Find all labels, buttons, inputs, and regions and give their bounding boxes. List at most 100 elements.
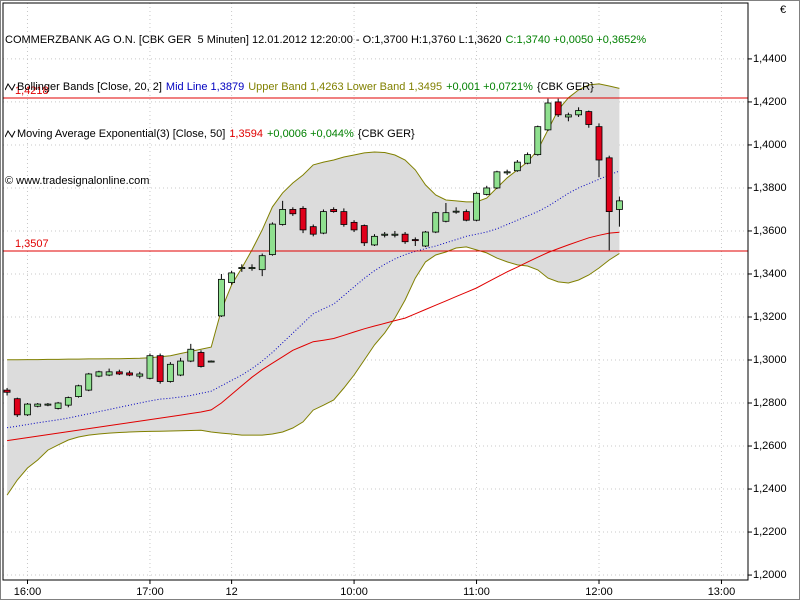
ema-line — [7, 231, 620, 442]
candle-body — [217, 278, 225, 317]
y-tick-label: 1,3600 — [753, 225, 787, 237]
candle-body — [44, 403, 52, 406]
x-tick-label: 16:00 — [14, 586, 42, 598]
indicator-icon — [4, 129, 16, 138]
header-text: +0,0006 +0,044% — [266, 127, 354, 140]
candle-body — [575, 110, 582, 116]
y-tick-label: 1,3200 — [753, 311, 787, 323]
candle-body — [115, 371, 123, 375]
candle-body — [248, 267, 256, 269]
lower-band — [6, 246, 620, 496]
header-text: Moving Average Exponential(3) [Close, 50… — [17, 127, 226, 140]
header: COMMERZBANK AG O.N. [CBK GER 5 Minuten] … — [4, 2, 650, 205]
candle-body — [54, 402, 62, 409]
candle-body — [554, 101, 562, 116]
candle-body — [289, 209, 297, 215]
y-tick-label: 1,4400 — [753, 53, 787, 65]
candle-body — [513, 161, 521, 172]
candle-body — [258, 255, 266, 271]
candle-body — [503, 171, 511, 174]
candle-body — [422, 231, 429, 247]
header-text: C:1,3740 +0,0050 +0,3652% — [505, 34, 647, 47]
candle-body — [564, 114, 572, 118]
candle-body — [381, 233, 389, 236]
header-line: Moving Average Exponential(3) [Close, 50… — [4, 127, 650, 143]
candle-body — [105, 371, 113, 376]
y-tick-label: 1,2600 — [753, 440, 787, 452]
x-tick-label: 13:00 — [708, 586, 736, 598]
header-text: Mid Line 1,3879 — [165, 80, 245, 93]
header-text: +0,001 +0,0721% — [446, 80, 533, 93]
candle-body — [371, 235, 378, 246]
candle-body — [605, 157, 613, 213]
candle-body — [13, 398, 21, 416]
y-tick-label: 1,3000 — [753, 354, 787, 366]
candle-body — [473, 192, 480, 221]
candle-body — [585, 111, 593, 125]
x-tick-label: 11:00 — [463, 586, 490, 598]
x-tick-label: 12 — [225, 586, 237, 598]
y-tick-label: 1,2200 — [753, 526, 787, 538]
candle-body — [166, 363, 174, 382]
candle-body — [309, 226, 317, 235]
candle-body — [95, 371, 103, 377]
candle-body — [136, 373, 144, 377]
candle-body — [299, 207, 307, 231]
candle-body — [432, 212, 440, 233]
level-label: 1,4218 — [15, 85, 49, 97]
candle-body — [3, 389, 11, 393]
candle-body — [207, 360, 215, 363]
candle-body — [238, 267, 246, 269]
y-tick-label: 1,3800 — [753, 182, 787, 194]
candle-body — [330, 209, 338, 213]
header-line: Bollinger Bands [Close, 20, 2] Mid Line 1… — [4, 80, 650, 96]
candle-body — [350, 221, 358, 231]
candle-body — [401, 233, 409, 243]
plot-border — [2, 2, 749, 581]
candle-body — [156, 355, 164, 382]
candle-body — [391, 233, 399, 236]
candle-body — [616, 200, 623, 210]
candle-body — [126, 372, 133, 376]
candle-body — [228, 272, 236, 283]
indicator-icon — [4, 83, 16, 92]
y-tick-label: 1,4200 — [753, 96, 787, 108]
candle-body — [64, 397, 72, 406]
plot: 1,4218 1,3507 — [3, 83, 748, 496]
candle-body — [279, 209, 287, 225]
candle-body — [493, 171, 501, 189]
y-tick-label: 1,2000 — [753, 569, 787, 581]
header-text: Bollinger Bands [Close, 20, 2] — [17, 80, 162, 93]
candle-body — [595, 126, 603, 161]
currency: € — [780, 4, 786, 16]
candle-body — [462, 211, 470, 221]
header-text: {CBK GER} — [357, 127, 415, 140]
x-tick-label: 12:00 — [585, 586, 613, 598]
candle-body — [340, 211, 348, 225]
candle-body — [146, 355, 154, 379]
x-tick-label: 10:00 — [340, 586, 368, 598]
header-text: {CBK GER} — [536, 80, 594, 93]
candle-body — [197, 352, 205, 367]
level-label: 1,3507 — [15, 238, 49, 250]
axes: 1,2000 1,2200 1,2400 1,2600 1,2800 1,3000 1,32… — [2, 2, 787, 598]
candle-body — [452, 210, 460, 213]
candle-body — [187, 348, 195, 362]
header-line: COMMERZBANK AG O.N. [CBK GER 5 Minuten] … — [5, 33, 650, 49]
header-text: © www.tradesignalonline.com — [5, 174, 150, 187]
candle-body — [269, 223, 276, 256]
candle-body — [320, 211, 327, 234]
candle-body — [442, 212, 450, 222]
header-line: © www.tradesignalonline.com — [5, 174, 650, 190]
candle-body — [411, 239, 419, 242]
x-tick-label: 17:00 — [136, 586, 164, 598]
candle-body — [177, 360, 184, 376]
candle-body — [85, 373, 93, 391]
y-tick-label: 1,3400 — [753, 268, 787, 280]
candle-body — [360, 225, 368, 244]
header-text: COMMERZBANK AG O.N. [CBK GER 5 Minuten] … — [5, 34, 502, 47]
y-tick-label: 1,4000 — [753, 139, 787, 151]
candle-body — [544, 102, 552, 131]
y-tick-label: 1,2800 — [753, 397, 787, 409]
